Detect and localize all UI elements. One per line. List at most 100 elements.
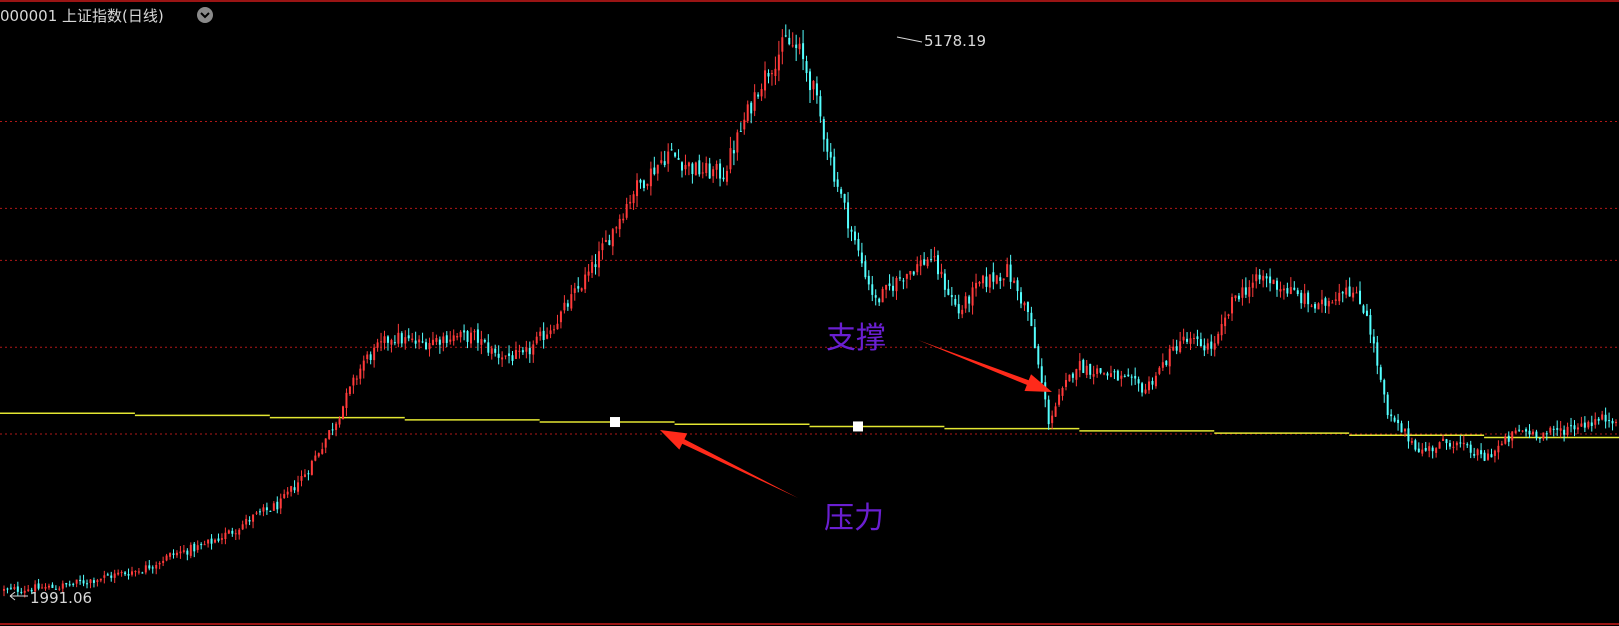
candle-347 [1203, 338, 1206, 357]
candle-380 [1317, 302, 1320, 310]
candle-395 [1369, 308, 1372, 344]
candle-25 [89, 579, 92, 589]
candle-247 [857, 232, 860, 257]
candle-226 [784, 24, 787, 38]
candle-14 [51, 582, 54, 589]
candle-153 [532, 340, 535, 363]
candle-66 [231, 527, 234, 537]
candle-346 [1199, 332, 1202, 347]
candle-162 [563, 295, 566, 314]
chevron-down-circle-icon[interactable] [197, 7, 213, 23]
candle-71 [248, 516, 251, 526]
candle-85 [297, 475, 300, 495]
candle-339 [1175, 339, 1178, 355]
candle-41 [144, 561, 147, 575]
chart-title: 000001 上证指数(日线) [0, 7, 164, 25]
candle-83 [290, 485, 293, 497]
candle-428 [1483, 450, 1486, 462]
candle-411 [1424, 441, 1427, 452]
candle-437 [1514, 427, 1517, 434]
candle-106 [369, 351, 372, 365]
candle-47 [165, 553, 168, 562]
candle-261 [905, 273, 908, 289]
candle-210 [729, 136, 732, 174]
candle-353 [1224, 311, 1227, 335]
candle-404 [1400, 420, 1403, 433]
candle-375 [1300, 289, 1303, 309]
candle-160 [556, 314, 559, 330]
candle-376 [1303, 283, 1306, 308]
candle-108 [376, 338, 379, 352]
candle-357 [1237, 293, 1240, 302]
candle-300 [1040, 358, 1043, 385]
candle-333 [1154, 372, 1157, 389]
candle-136 [473, 329, 476, 341]
candle-401 [1390, 409, 1393, 422]
candle-111 [386, 335, 389, 351]
candle-114 [397, 323, 400, 348]
candle-212 [736, 129, 739, 161]
candle-308 [1068, 374, 1071, 382]
candle-63 [220, 533, 223, 545]
candle-423 [1466, 442, 1469, 449]
candle-84 [293, 480, 296, 494]
candle-436 [1511, 431, 1514, 449]
candle-410 [1421, 443, 1424, 457]
candle-235 [815, 76, 818, 104]
candle-205 [712, 166, 715, 183]
candle-273 [947, 279, 950, 296]
candle-456 [1580, 416, 1583, 427]
candle-455 [1576, 423, 1579, 435]
candle-422 [1462, 435, 1465, 451]
candle-178 [618, 214, 621, 238]
candle-432 [1497, 440, 1500, 460]
candle-248 [860, 242, 863, 268]
candle-36 [127, 568, 130, 580]
candle-364 [1262, 270, 1265, 288]
candle-33 [117, 569, 120, 576]
candle-349 [1210, 334, 1213, 356]
candle-274 [950, 286, 953, 306]
candle-9 [34, 580, 37, 593]
candle-26 [92, 577, 95, 588]
candle-60 [210, 534, 213, 550]
candle-13 [47, 583, 50, 590]
candle-200 [694, 161, 697, 176]
candle-195 [677, 149, 680, 160]
candle-329 [1141, 381, 1144, 397]
candle-426 [1476, 448, 1479, 461]
candle-197 [684, 154, 687, 176]
candle-42 [148, 560, 151, 571]
candle-265 [919, 255, 922, 276]
candle-4 [16, 581, 19, 597]
candle-270 [936, 250, 939, 280]
candle-374 [1296, 287, 1299, 297]
candle-95 [331, 422, 334, 436]
candle-236 [819, 90, 822, 123]
candle-107 [373, 344, 376, 368]
candle-196 [681, 161, 684, 178]
candle-189 [656, 164, 659, 181]
candle-98 [342, 405, 345, 420]
candle-217 [753, 84, 756, 117]
candle-453 [1570, 417, 1573, 433]
candle-330 [1144, 383, 1147, 395]
candle-319 [1106, 371, 1109, 380]
candle-169 [587, 263, 590, 282]
candle-392 [1359, 281, 1362, 305]
candle-149 [518, 344, 521, 359]
candle-74 [258, 508, 261, 516]
candle-383 [1327, 297, 1330, 314]
candle-174 [604, 230, 607, 243]
candle-183 [636, 173, 639, 208]
candle-65 [227, 529, 230, 535]
candle-289 [1002, 278, 1005, 287]
candle-361 [1251, 274, 1254, 298]
candle-242 [840, 186, 843, 199]
candle-7 [27, 584, 30, 592]
candle-253 [878, 297, 881, 306]
candle-146 [508, 345, 511, 364]
candle-138 [480, 330, 483, 355]
candle-147 [511, 350, 514, 366]
candle-415 [1438, 441, 1441, 449]
